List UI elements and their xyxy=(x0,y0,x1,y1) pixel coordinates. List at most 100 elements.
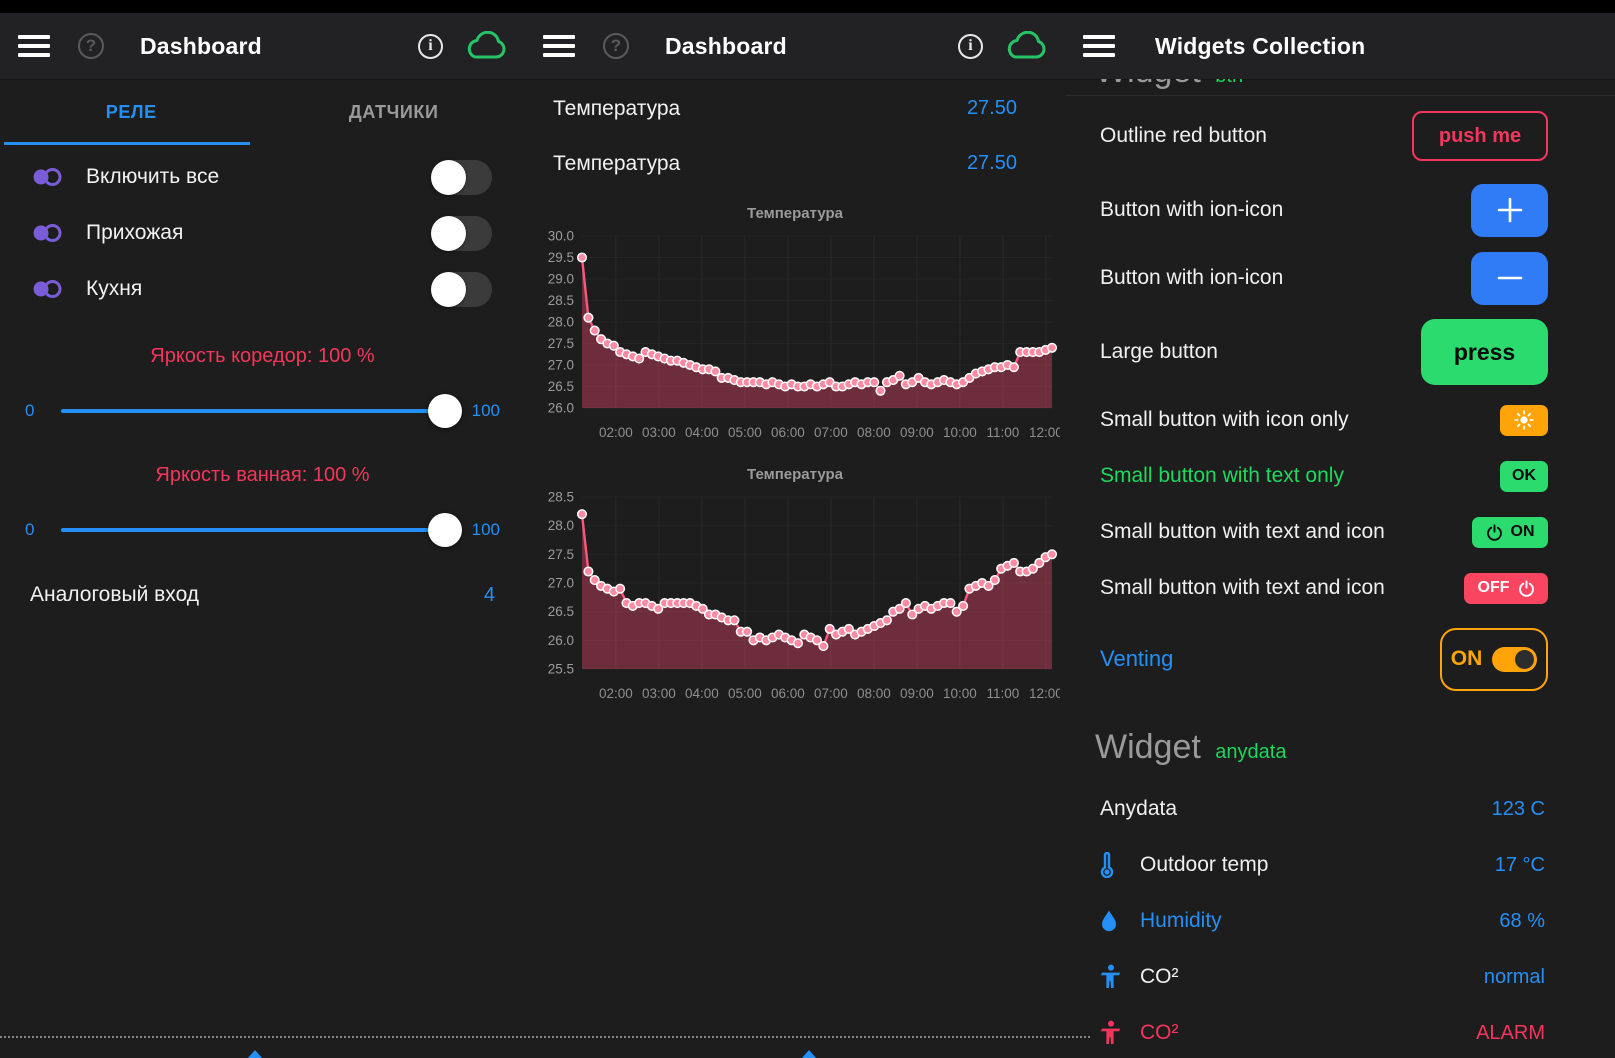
help-icon[interactable]: ? xyxy=(78,33,104,59)
widget-row-minus-button: Button with ion-icon xyxy=(1065,244,1615,312)
active-tab-underline xyxy=(4,142,250,145)
thermometer-icon xyxy=(1100,852,1114,878)
svg-text:12:00: 12:00 xyxy=(1029,425,1060,440)
svg-text:09:00: 09:00 xyxy=(900,425,934,440)
minus-icon xyxy=(1497,276,1522,280)
venting-toggle[interactable]: ON xyxy=(1440,627,1548,691)
slider-track[interactable] xyxy=(61,394,462,428)
widget-row-outline-red: Outline red button push me xyxy=(1065,96,1615,176)
switch-row-all: Включить все xyxy=(0,149,525,205)
switch-row-kitchen: Кухня xyxy=(0,261,525,317)
svg-text:27.5: 27.5 xyxy=(548,336,574,351)
temperature-row-1: Температура 27.50 xyxy=(525,81,1065,136)
svg-text:27.0: 27.0 xyxy=(548,576,574,591)
analog-value: 4 xyxy=(483,583,495,606)
switch-row-hallway: Прихожая xyxy=(0,205,525,261)
slider-thumb[interactable] xyxy=(428,513,462,547)
slider-track[interactable] xyxy=(61,513,462,547)
info-icon[interactable]: i xyxy=(418,33,443,59)
temperature-chart-block-2: Температура 28.5 28.0 27.5 27.0 26.5 26.0 25.5… xyxy=(525,466,1065,705)
svg-text:06:00: 06:00 xyxy=(771,686,805,701)
data-row-humidity: Humidity 68 % xyxy=(1065,893,1615,949)
status-bar xyxy=(525,0,1065,13)
slider-min-label: 0 xyxy=(25,401,35,420)
power-icon xyxy=(1486,523,1502,541)
slider-max-label: 100 xyxy=(471,401,500,420)
svg-text:26.0: 26.0 xyxy=(548,633,574,648)
svg-text:02:00: 02:00 xyxy=(599,425,633,440)
svg-text:05:00: 05:00 xyxy=(728,425,762,440)
analog-input-row: Аналоговый вход 4 xyxy=(0,567,525,623)
off-button[interactable]: OFF xyxy=(1464,572,1548,604)
cloud-status-icon xyxy=(465,31,507,61)
person-icon xyxy=(1100,1020,1120,1044)
info-icon[interactable]: i xyxy=(958,33,983,59)
svg-text:26.5: 26.5 xyxy=(548,379,574,394)
widget-heading-text: Widget xyxy=(1095,79,1201,90)
data-row-outdoor-temp: Outdoor temp 17 °C xyxy=(1065,837,1615,893)
sun-button[interactable] xyxy=(1500,404,1548,436)
temperature-chart-block-1: Температура 30.0 29.5 29.0 28.5 28.0 27.5 27.0… xyxy=(525,205,1065,444)
menu-icon[interactable] xyxy=(18,35,50,57)
cloud-status-icon xyxy=(1005,31,1047,61)
slider-bathroom: 0 100 xyxy=(0,499,525,561)
switch-label: Кухня xyxy=(86,277,143,300)
svg-text:07:00: 07:00 xyxy=(814,686,848,701)
switch-hallway[interactable] xyxy=(431,215,492,251)
toggle-glyph-icon xyxy=(33,224,62,242)
menu-icon[interactable] xyxy=(543,35,575,57)
switch-label: Прихожая xyxy=(86,221,184,244)
temperature-label: Температура xyxy=(553,96,681,120)
plus-icon xyxy=(1497,197,1522,223)
temperature-row-2: Температура 27.50 xyxy=(525,136,1065,191)
venting-toggle-switch[interactable] xyxy=(1492,646,1538,672)
temperature-chart-1: 30.0 29.5 29.0 28.5 28.0 27.5 27.0 26.5 26.0 02:0… xyxy=(548,229,1060,441)
svg-text:10:00: 10:00 xyxy=(943,686,977,701)
svg-text:09:00: 09:00 xyxy=(900,686,934,701)
on-button[interactable]: ON xyxy=(1472,516,1548,548)
widgets-collection-panel: Widgets Collection Widget btn Outline re… xyxy=(1065,0,1615,1058)
menu-icon[interactable] xyxy=(1083,35,1115,57)
svg-text:28.5: 28.5 xyxy=(548,293,574,308)
temperature-label: Температура xyxy=(553,151,681,175)
svg-text:28.0: 28.0 xyxy=(548,518,574,533)
widget-anydata-heading: Widget anydata xyxy=(1095,728,1287,766)
tab-sensors[interactable]: ДАТЧИКИ xyxy=(348,101,439,122)
temperature-value: 27.50 xyxy=(966,97,1017,119)
svg-text:29.0: 29.0 xyxy=(548,272,574,287)
ok-button[interactable]: OK xyxy=(1500,460,1548,492)
svg-text:12:00: 12:00 xyxy=(1029,686,1060,701)
plus-button[interactable] xyxy=(1471,183,1548,237)
page-title: Dashboard xyxy=(140,32,262,59)
switch-all[interactable] xyxy=(431,159,492,195)
svg-text:08:00: 08:00 xyxy=(857,425,891,440)
slider-corridor: 0 100 xyxy=(0,380,525,442)
tab-relays[interactable]: РЕЛЕ xyxy=(105,101,157,122)
svg-text:26.0: 26.0 xyxy=(548,401,574,416)
slider-title-bathroom: Яркость ванная: 100 % xyxy=(155,464,370,486)
slider-thumb[interactable] xyxy=(428,394,462,428)
svg-text:02:00: 02:00 xyxy=(599,686,633,701)
svg-text:28.0: 28.0 xyxy=(548,315,574,330)
help-icon[interactable]: ? xyxy=(603,33,629,59)
svg-text:29.5: 29.5 xyxy=(548,250,574,265)
header-middle: ? Dashboard i xyxy=(525,13,1065,79)
switch-kitchen[interactable] xyxy=(431,271,492,307)
widget-row-icon-only: Small button with icon only xyxy=(1065,392,1615,448)
widget-row-text-only: Small button with text only OK xyxy=(1065,448,1615,504)
slider-max-label: 100 xyxy=(471,520,500,539)
page-title: Dashboard xyxy=(665,32,787,59)
header-left: ? Dashboard i xyxy=(0,13,525,79)
svg-text:04:00: 04:00 xyxy=(685,425,719,440)
svg-text:04:00: 04:00 xyxy=(685,686,719,701)
clipped-blue-marker xyxy=(801,1050,817,1058)
analog-label: Аналоговый вход xyxy=(30,583,200,606)
temperature-chart-2: 28.5 28.0 27.5 27.0 26.5 26.0 25.5 02:00 03:00 04… xyxy=(548,490,1060,702)
toggle-glyph-icon xyxy=(33,168,62,186)
widget-row-plus-button: Button with ion-icon xyxy=(1065,176,1615,244)
svg-text:27.5: 27.5 xyxy=(548,547,574,562)
push-me-button[interactable]: push me xyxy=(1412,111,1548,161)
minus-button[interactable] xyxy=(1471,251,1548,305)
press-button[interactable]: press xyxy=(1421,319,1548,385)
page-title: Widgets Collection xyxy=(1155,32,1366,59)
